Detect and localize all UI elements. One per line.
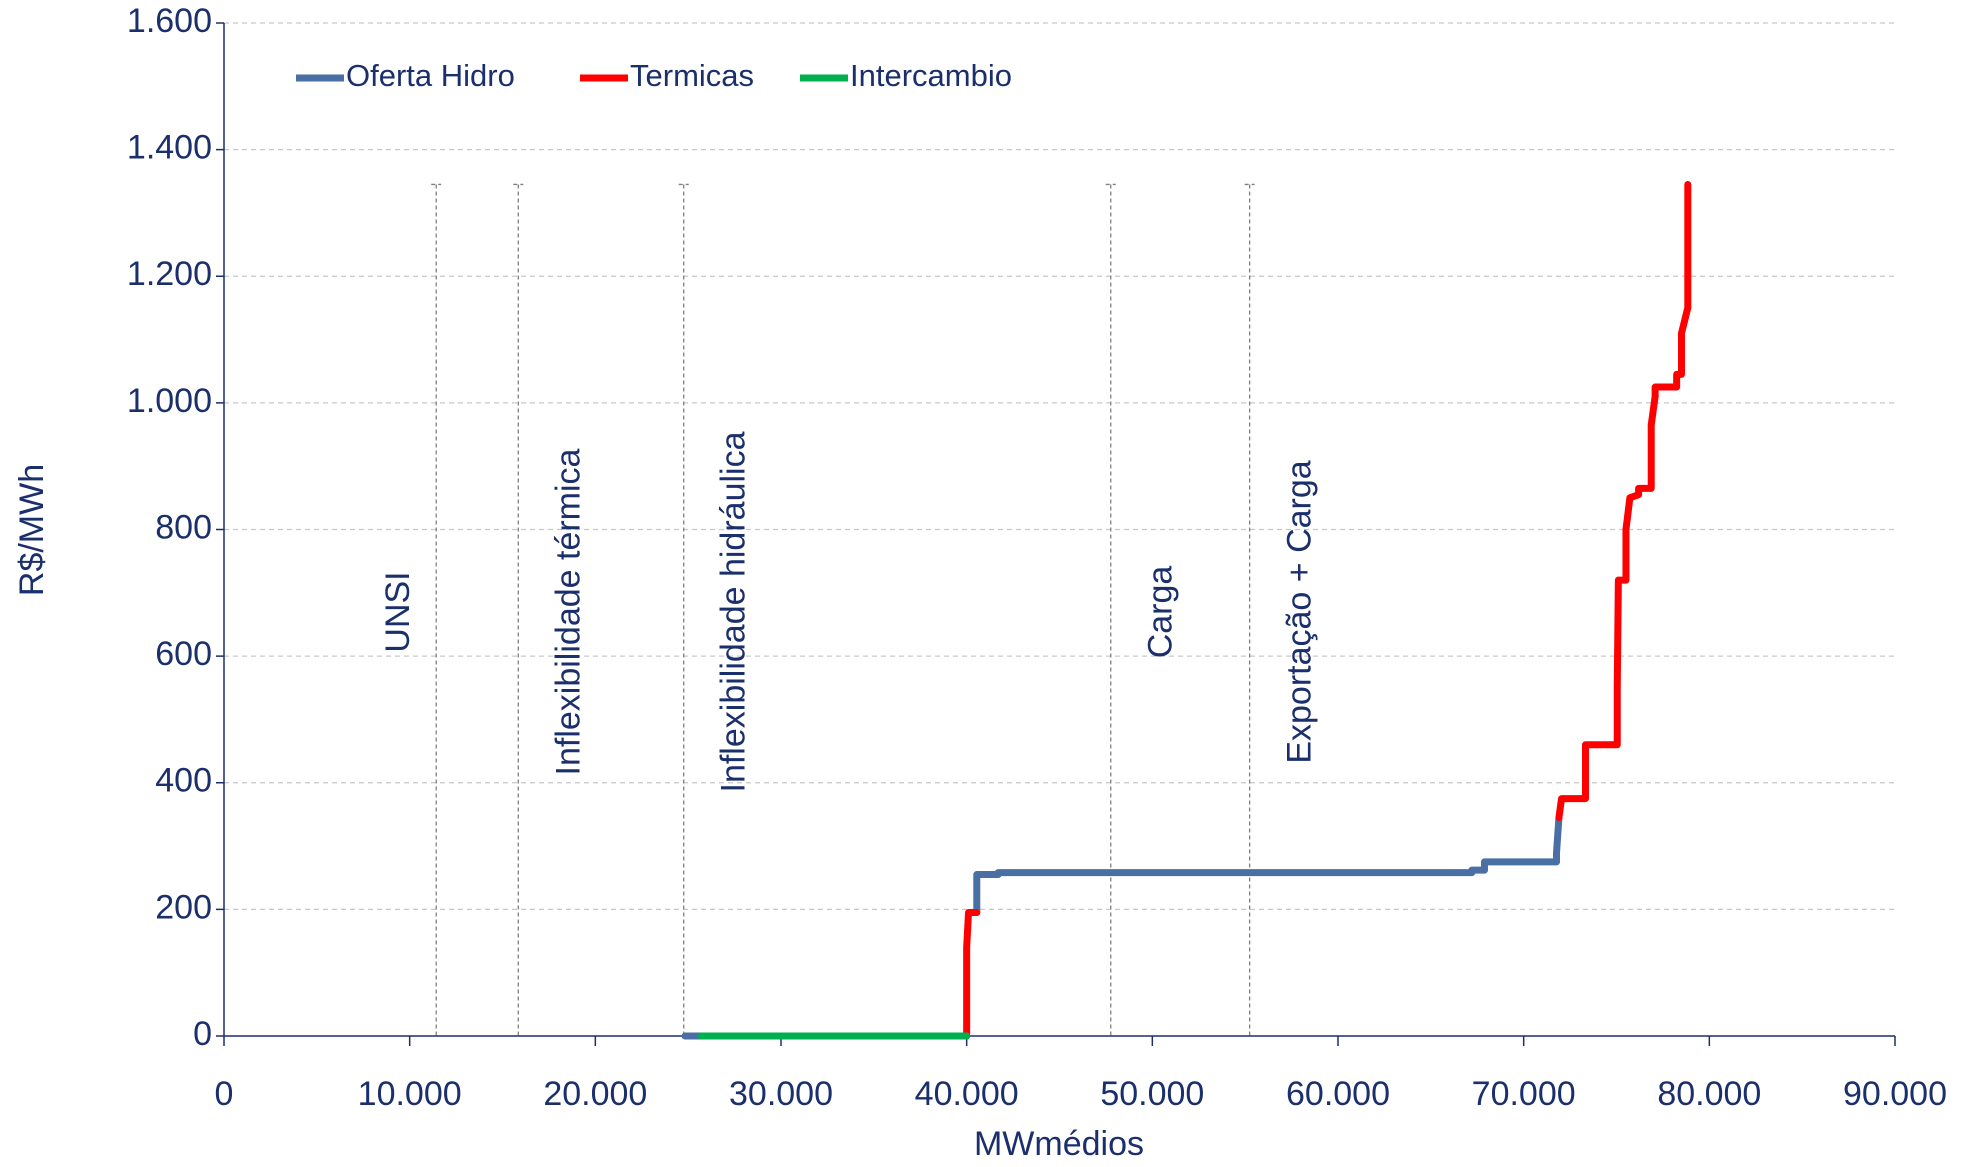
legend-label: Intercambio [850,58,1012,93]
x-tick-label: 70.000 [1472,1075,1576,1113]
y-tick-label: 200 [155,888,212,926]
x-tick-label: 30.000 [729,1075,833,1113]
x-tick-label: 40.000 [915,1075,1019,1113]
series-line [1555,180,1692,822]
y-tick-label: 800 [155,508,212,546]
marker-label: Inflexibilidade térmica [549,448,587,775]
y-axis-label: R$/MWh [13,464,51,596]
x-tick-label: 20.000 [543,1075,647,1113]
x-tick-label: 0 [215,1075,234,1113]
x-tick-label: 10.000 [358,1075,462,1113]
y-tick-label: 1.000 [127,382,212,420]
y-tick-label: 1.400 [127,129,212,167]
x-tick-label: 60.000 [1286,1075,1390,1113]
marker-label: UNSI [379,571,417,652]
marker-label: Inflexibilidade hidráulica [715,431,753,792]
y-tick-label: 1.600 [127,2,212,40]
x-tick-label: 50.000 [1100,1075,1204,1113]
x-tick-label: 80.000 [1657,1075,1761,1113]
legend-label: Oferta Hidro [346,58,515,93]
marker-label: Carga [1142,566,1180,659]
x-tick-label: 90.000 [1843,1075,1947,1113]
marker-label: Exportação + Carga [1281,460,1319,763]
y-tick-label: 1.200 [127,255,212,293]
y-tick-label: 600 [155,635,212,673]
y-tick-label: 400 [155,762,212,800]
legend-label: Termicas [630,58,754,93]
series-line [963,909,981,1040]
y-tick-label: 0 [193,1015,212,1053]
x-axis-label: MWmédios [974,1125,1144,1163]
series-line [973,814,1563,917]
